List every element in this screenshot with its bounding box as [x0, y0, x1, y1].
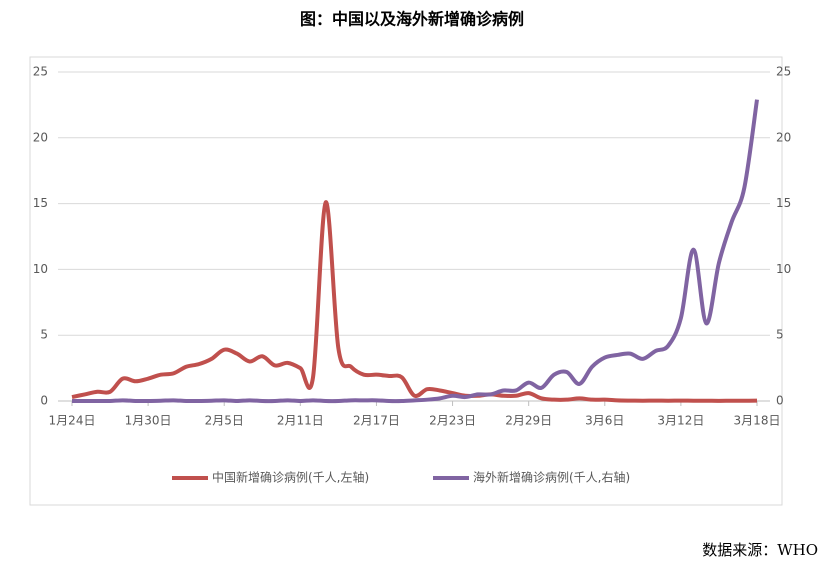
x-tick-label: 2月29日: [505, 414, 552, 428]
y-tick-label: 0: [40, 394, 48, 408]
x-tick-label: 3月6日: [585, 414, 624, 428]
y2-tick-label: 0: [776, 394, 784, 408]
y-tick-label: 5: [40, 328, 48, 342]
x-tick-label: 2月23日: [429, 414, 476, 428]
chart-title: 图：中国以及海外新增确诊病例: [300, 10, 524, 29]
x-tick-label: 2月5日: [205, 414, 244, 428]
legend-label: 中国新增确诊病例(千人,左轴): [212, 470, 369, 485]
x-tick-label: 1月24日: [49, 414, 96, 428]
legend-label: 海外新增确诊病例(千人,右轴): [473, 470, 630, 485]
y2-tick-label: 5: [776, 328, 784, 342]
series-line: [72, 99, 759, 404]
x-tick-label: 3月18日: [734, 414, 781, 428]
y2-tick-label: 25: [776, 65, 791, 79]
y-tick-label: 25: [33, 65, 48, 79]
y2-tick-label: 20: [776, 130, 791, 144]
x-tick-label: 2月17日: [353, 414, 400, 428]
x-tick-label: 1月30日: [125, 414, 172, 428]
x-tick-label: 3月12日: [657, 414, 704, 428]
source-note: 数据来源：WHO: [702, 541, 818, 559]
y-tick-label: 10: [33, 262, 48, 276]
y2-tick-label: 15: [776, 196, 791, 210]
y2-tick-label: 10: [776, 262, 791, 276]
series-line: [71, 200, 758, 403]
plot-frame: [29, 56, 783, 506]
y-tick-label: 15: [33, 196, 48, 210]
x-tick-label: 2月11日: [277, 414, 324, 428]
y-tick-label: 20: [33, 130, 48, 144]
